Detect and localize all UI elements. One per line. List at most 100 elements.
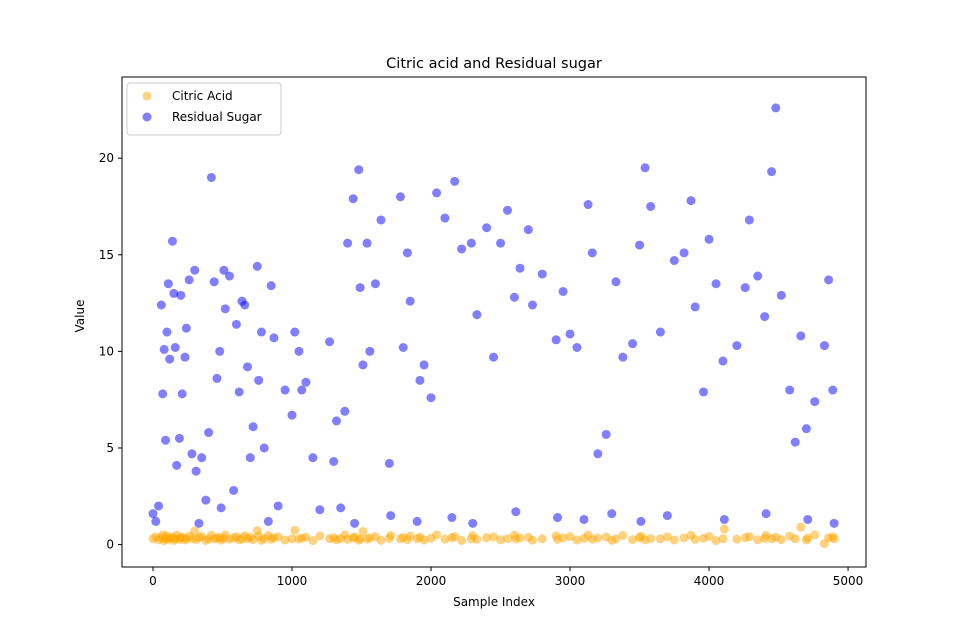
point	[280, 535, 290, 545]
y-tick-label: 0	[106, 538, 114, 552]
point	[172, 460, 182, 470]
point	[197, 453, 207, 463]
point	[472, 310, 482, 320]
point	[187, 449, 197, 459]
point	[679, 533, 689, 543]
point	[180, 352, 190, 362]
point	[565, 329, 575, 339]
point	[704, 234, 714, 244]
x-tick-label: 3000	[555, 574, 586, 588]
point	[628, 339, 638, 349]
point	[593, 533, 603, 543]
point	[528, 535, 538, 545]
point	[803, 533, 813, 543]
point	[669, 256, 679, 266]
point	[355, 534, 365, 544]
point	[819, 341, 829, 351]
point	[273, 501, 283, 511]
point	[572, 343, 582, 353]
point	[240, 300, 250, 310]
point	[537, 534, 547, 544]
point	[266, 281, 276, 291]
point	[628, 535, 638, 545]
legend-label: Citric Acid	[172, 89, 233, 103]
point	[646, 201, 656, 211]
point	[184, 275, 194, 285]
point	[662, 511, 672, 521]
point	[572, 535, 582, 545]
point	[167, 236, 177, 246]
point	[515, 263, 525, 273]
y-tick-label: 5	[106, 441, 114, 455]
point	[740, 283, 750, 293]
point	[204, 428, 214, 438]
point	[376, 215, 386, 225]
point	[402, 248, 412, 258]
point	[176, 290, 186, 300]
point	[489, 532, 499, 542]
x-tick-label: 1000	[277, 574, 308, 588]
point	[287, 410, 297, 420]
point	[583, 200, 593, 210]
point	[466, 238, 476, 248]
point	[760, 312, 770, 322]
point	[753, 535, 763, 545]
point	[273, 532, 283, 542]
point	[593, 449, 603, 459]
point	[191, 466, 201, 476]
point	[415, 375, 425, 385]
point	[829, 518, 839, 528]
plot-frame	[121, 76, 867, 568]
point	[790, 534, 800, 544]
x-tick-label: 4000	[694, 574, 725, 588]
point	[419, 360, 429, 370]
point	[395, 192, 405, 202]
point	[219, 265, 229, 275]
point	[358, 526, 368, 536]
point	[801, 424, 811, 434]
point	[482, 533, 492, 543]
point	[343, 238, 353, 248]
point	[315, 505, 325, 515]
point	[362, 238, 372, 248]
point	[432, 188, 442, 198]
point	[234, 387, 244, 397]
point	[297, 385, 307, 395]
point	[553, 513, 563, 523]
point	[611, 534, 621, 544]
point	[636, 516, 646, 526]
point	[450, 531, 460, 541]
point	[269, 333, 279, 343]
point	[405, 531, 415, 541]
point	[376, 535, 386, 545]
point	[419, 535, 429, 545]
point	[365, 346, 375, 356]
y-tick-label: 20	[99, 151, 114, 165]
point	[386, 531, 396, 541]
point	[618, 352, 628, 362]
point	[515, 533, 525, 543]
point	[162, 327, 172, 337]
point	[662, 532, 672, 542]
point	[601, 429, 611, 439]
y-tick-label: 10	[99, 344, 114, 358]
point	[776, 290, 786, 300]
point	[502, 205, 512, 215]
point	[163, 279, 173, 289]
point	[252, 261, 262, 271]
point	[810, 397, 820, 407]
point	[301, 377, 311, 387]
point	[432, 530, 442, 540]
point	[704, 531, 714, 541]
point	[718, 534, 728, 544]
y-axis-label: Value	[73, 300, 87, 333]
point	[785, 385, 795, 395]
point	[450, 176, 460, 186]
x-axis-label: Sample Index	[453, 595, 535, 609]
point	[655, 327, 665, 337]
x-tick-label: 2000	[416, 574, 447, 588]
point	[611, 277, 621, 287]
point	[587, 248, 597, 258]
point	[154, 501, 164, 511]
point	[308, 536, 318, 546]
